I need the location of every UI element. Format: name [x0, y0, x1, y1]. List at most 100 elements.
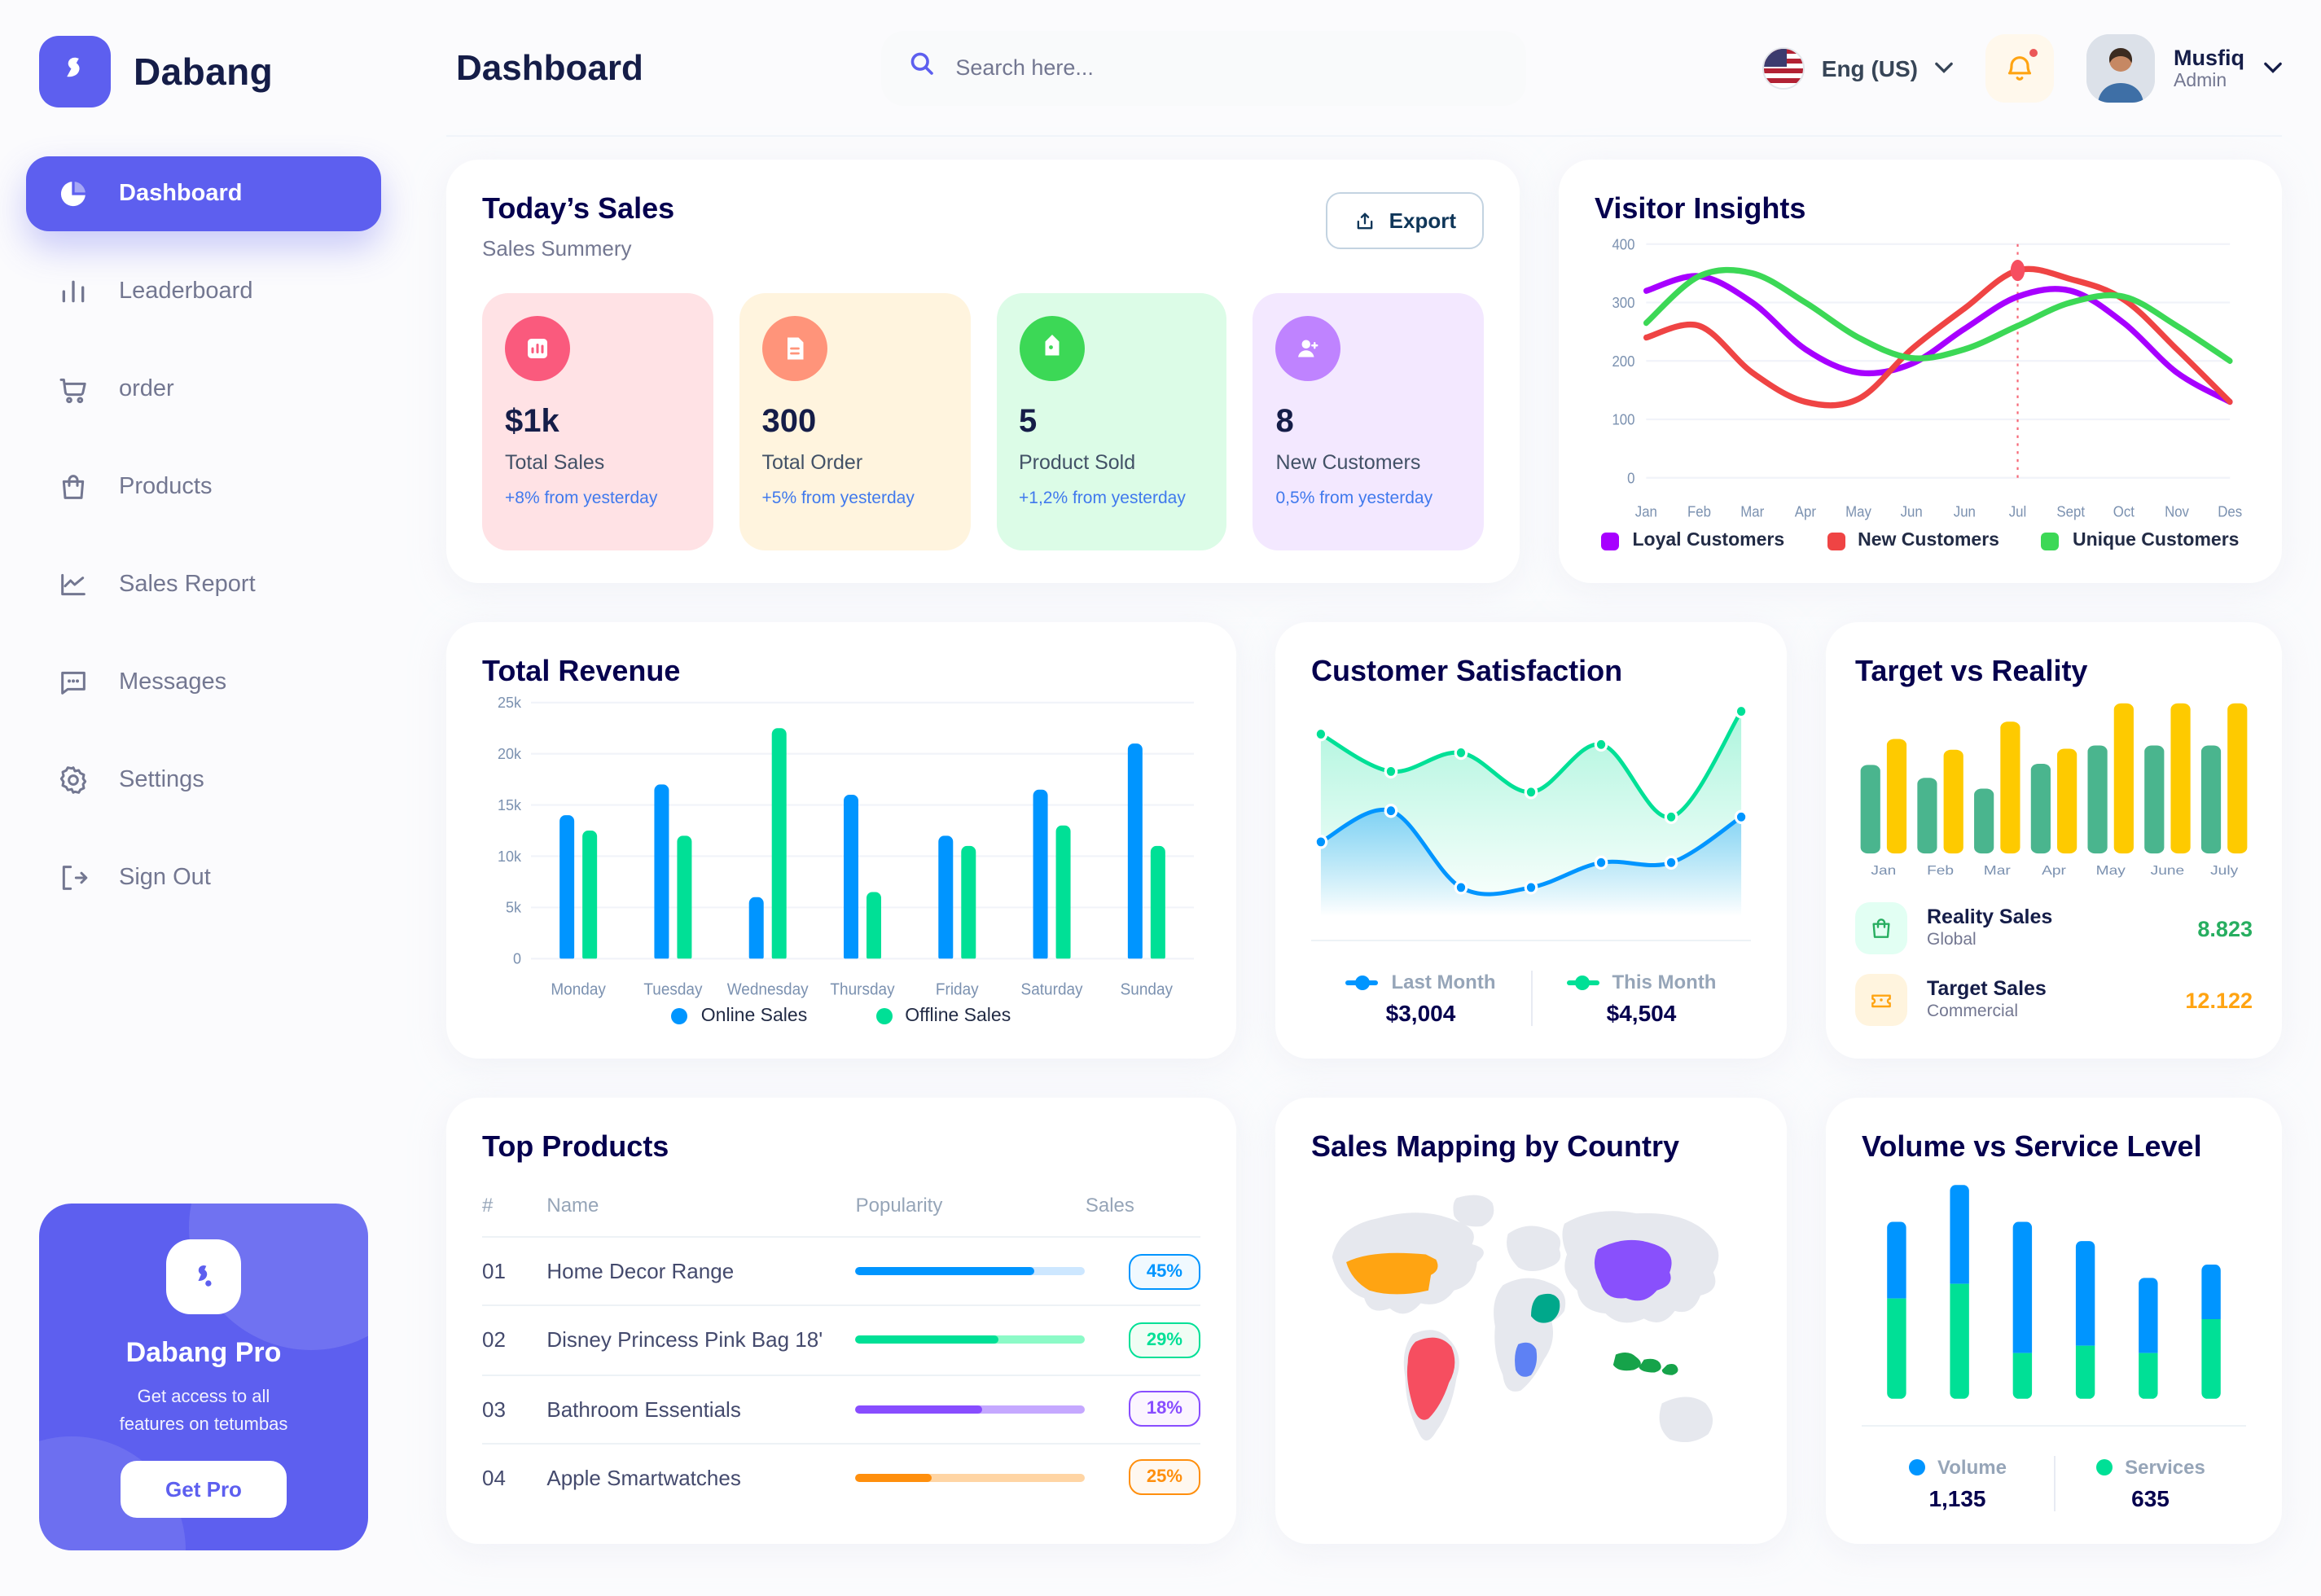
chevron-down-icon — [1934, 62, 1952, 73]
sidebar-item-products[interactable]: Products — [26, 449, 381, 524]
todays-sales-card: Today’s Sales Sales Summery Export $1k — [446, 160, 1520, 583]
this-month-swatch — [1566, 975, 1599, 989]
sidebar-item-dashboard[interactable]: Dashboard — [26, 156, 381, 231]
target-vs-reality-title: Target vs Reality — [1855, 655, 2088, 687]
sign-out-icon — [55, 860, 91, 896]
visitor-insights-title: Visitor Insights — [1595, 192, 1806, 225]
us-flag-icon — [1762, 46, 1805, 89]
brand-logo-icon — [39, 36, 111, 107]
stat-cards: $1k Total Sales +8% from yesterday 300 T… — [482, 293, 1484, 550]
page-title: Dashboard — [456, 46, 643, 87]
bag-icon — [55, 469, 91, 505]
stat-product-sold: 5 Product Sold +1,2% from yesterday — [996, 293, 1227, 550]
services-value: 635 — [2131, 1485, 2170, 1511]
svg-text:Jan: Jan — [1871, 863, 1896, 878]
visitor-insights-card: Visitor Insights 400 300 200 100 0 Jan Feb Mar A… — [1559, 160, 2282, 583]
svg-text:400: 400 — [1612, 236, 1634, 253]
volume-legend: Volume 1,135 Services 635 — [1862, 1456, 2246, 1511]
online-sales-swatch — [671, 1008, 688, 1024]
country-dr-congo — [1515, 1342, 1538, 1377]
svg-text:Monday: Monday — [551, 980, 606, 999]
avatar — [2086, 33, 2154, 102]
reality-sales-icon — [1855, 902, 1907, 954]
reality-sales-legend: Reality Sales Global 8.823 — [1855, 902, 2253, 954]
sales-mapping-title: Sales Mapping by Country — [1311, 1130, 1680, 1163]
sales-badge: 18% — [1128, 1391, 1200, 1427]
target-sales-value: 12.122 — [2185, 988, 2253, 1012]
sidebar-item-label: order — [119, 376, 174, 402]
notification-badge — [2027, 46, 2038, 58]
sidebar-item-label: Sales Report — [119, 572, 256, 598]
pie-chart-icon — [55, 176, 91, 212]
sidebar-item-label: Leaderboard — [119, 278, 253, 305]
user-role: Admin — [2174, 72, 2227, 92]
target-sales-icon — [1855, 974, 1907, 1026]
divider — [1311, 940, 1751, 941]
bar-chart-icon — [55, 274, 91, 309]
svg-text:Jun: Jun — [1954, 503, 1976, 520]
sidebar-item-leaderboard[interactable]: Leaderboard — [26, 254, 381, 329]
svg-text:15k: 15k — [498, 796, 522, 813]
user-menu[interactable]: Musfiq Admin — [2086, 33, 2282, 102]
continent-europe — [1507, 1226, 1561, 1272]
table-row: 02 Disney Princess Pink Bag 18' 29% — [482, 1307, 1200, 1375]
bell-icon — [2007, 55, 2031, 80]
export-button[interactable]: Export — [1325, 192, 1484, 249]
country-brazil — [1406, 1337, 1455, 1420]
sidebar-item-order[interactable]: order — [26, 352, 381, 427]
sales-badge: 29% — [1128, 1322, 1200, 1358]
svg-text:Saturday: Saturday — [1021, 980, 1083, 999]
last-month-swatch — [1345, 975, 1379, 989]
svg-text:Nov: Nov — [2165, 503, 2189, 520]
sales-mapping-card: Sales Mapping by Country — [1275, 1098, 1787, 1544]
offline-sales-swatch — [875, 1008, 893, 1024]
language-selector[interactable]: Eng (US) — [1762, 46, 1952, 89]
continent-australia — [1659, 1396, 1713, 1443]
table-row: 01 Home Decor Range 45% — [482, 1238, 1200, 1307]
svg-text:Thursday: Thursday — [830, 980, 894, 999]
sidebar-item-label: Messages — [119, 669, 227, 695]
table-row: 04 Apple Smartwatches 25% — [482, 1445, 1200, 1512]
sales-badge: 45% — [1128, 1253, 1200, 1290]
gear-icon — [55, 762, 91, 798]
volume-service-card: Volume vs Service Level Volume 1,135 Ser… — [1826, 1098, 2282, 1544]
sales-chart-icon — [505, 316, 570, 381]
svg-text:Jun: Jun — [1901, 503, 1923, 520]
country-china — [1594, 1239, 1672, 1301]
sidebar-item-label: Settings — [119, 767, 204, 793]
customer-satisfaction-chart — [1311, 689, 1751, 927]
unique-customers-swatch — [2041, 532, 2060, 550]
svg-text:Des: Des — [2218, 503, 2242, 520]
pro-card: Dabang Pro Get access to all features on… — [39, 1204, 368, 1550]
sidebar-item-label: Products — [119, 474, 213, 500]
svg-text:300: 300 — [1612, 294, 1634, 311]
svg-text:25k: 25k — [498, 694, 522, 711]
sidebar-item-messages[interactable]: Messages — [26, 645, 381, 720]
country-indonesia — [1612, 1352, 1678, 1375]
sidebar-item-sign-out[interactable]: Sign Out — [26, 840, 381, 915]
total-revenue-chart: 0 5k 10k 15k 20k 25k Monday Tuesday Wednesday Thu… — [482, 689, 1200, 1006]
customer-satisfaction-card: Customer Satisfaction Last Month $3,004 … — [1275, 622, 1787, 1059]
sidebar-item-settings[interactable]: Settings — [26, 743, 381, 818]
svg-text:200: 200 — [1612, 353, 1634, 370]
line-chart-icon — [55, 567, 91, 603]
search-bar[interactable] — [880, 30, 1526, 105]
svg-text:Jul: Jul — [2009, 503, 2026, 520]
sidebar-item-sales-report[interactable]: Sales Report — [26, 547, 381, 622]
total-revenue-title: Total Revenue — [482, 655, 681, 687]
revenue-legend: Online Sales Offline Sales — [482, 1006, 1200, 1026]
divider — [1862, 1425, 2246, 1427]
cart-icon — [55, 371, 91, 407]
svg-text:Oct: Oct — [2113, 503, 2135, 520]
message-icon — [55, 664, 91, 700]
search-input[interactable] — [952, 54, 1500, 81]
svg-text:Feb: Feb — [1927, 863, 1954, 878]
svg-text:Feb: Feb — [1687, 503, 1711, 520]
new-customers-swatch — [1827, 532, 1845, 550]
get-pro-button[interactable]: Get Pro — [120, 1461, 287, 1518]
sidebar-item-label: Dashboard — [119, 181, 243, 207]
notifications-button[interactable] — [1985, 33, 2053, 102]
user-name: Musfiq — [2174, 45, 2244, 70]
top-products-table: # Name Popularity Sales 01 Home Decor Ra… — [482, 1184, 1200, 1511]
